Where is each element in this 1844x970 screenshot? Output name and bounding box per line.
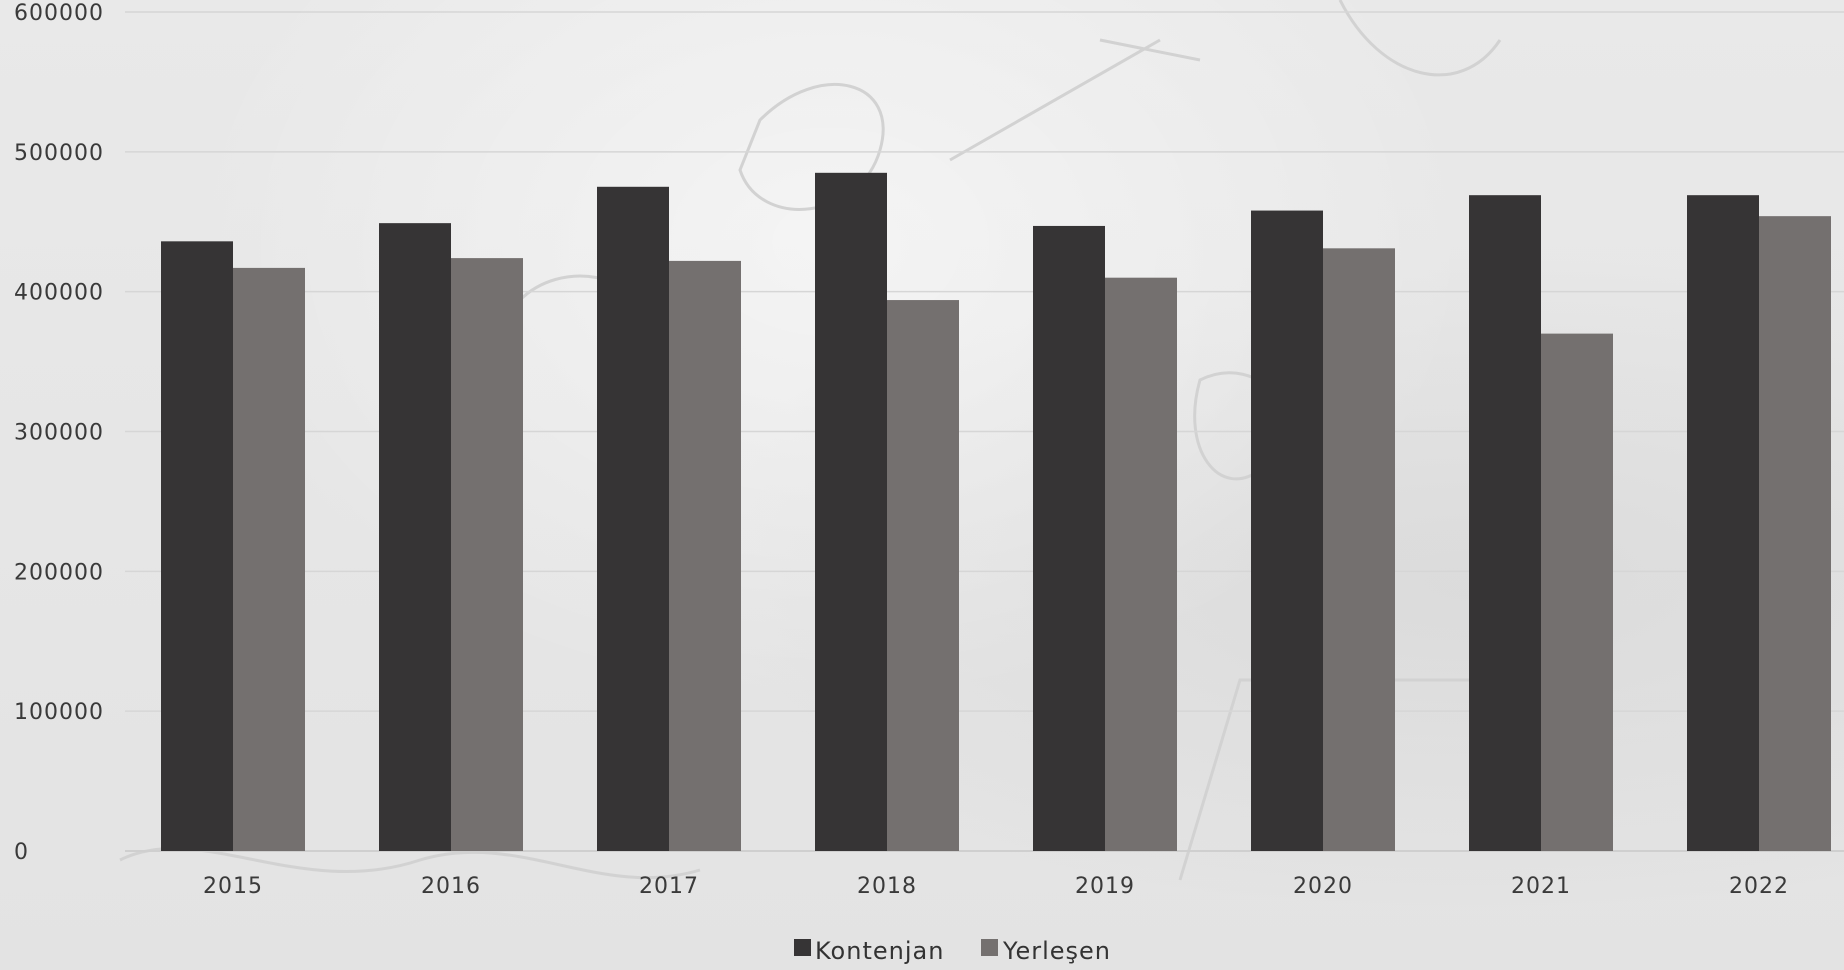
bar-kontenjan-2020: [1251, 210, 1323, 851]
bar-yerle-en-2020: [1323, 248, 1395, 851]
x-tick-label: 2019: [1075, 874, 1135, 899]
bar-yerle-en-2018: [887, 300, 959, 852]
x-tick-label: 2015: [203, 874, 263, 899]
x-tick-label: 2021: [1511, 874, 1571, 899]
bar-yerle-en-2017: [669, 260, 741, 851]
bar-yerle-en-2015: [233, 267, 305, 851]
legend-swatch: [794, 939, 811, 956]
bar-kontenjan-2015: [161, 241, 233, 851]
y-axis-tick-labels: 0 100000 200000 300000 400000 500000 600000: [14, 1, 104, 865]
legend-label: Yerleşen: [1002, 937, 1111, 965]
x-axis-tick-labels: 2015 2016 2017 2018 2019 2020 2021 2022: [203, 874, 1789, 899]
bars: [161, 172, 1831, 852]
y-tick-label: 400000: [14, 281, 104, 306]
legend-swatch: [981, 939, 998, 956]
x-tick-label: 2018: [857, 874, 917, 899]
bar-yerle-en-2016: [451, 258, 523, 851]
y-tick-label: 600000: [14, 1, 104, 26]
bar-yerle-en-2021: [1541, 333, 1613, 851]
y-tick-label: 500000: [14, 141, 104, 166]
x-tick-label: 2017: [639, 874, 699, 899]
y-tick-label: 300000: [14, 421, 104, 446]
bar-yerle-en-2019: [1105, 277, 1177, 851]
bar-kontenjan-2019: [1033, 225, 1105, 851]
bar-kontenjan-2017: [597, 186, 669, 851]
bar-kontenjan-2021: [1469, 195, 1541, 852]
y-tick-label: 100000: [14, 700, 104, 725]
bar-kontenjan-2018: [815, 172, 887, 851]
bar-kontenjan-2022: [1687, 195, 1759, 852]
x-tick-label: 2020: [1293, 874, 1353, 899]
y-tick-label: 200000: [14, 560, 104, 585]
x-tick-label: 2022: [1729, 874, 1789, 899]
x-tick-label: 2016: [421, 874, 481, 899]
legend: Kontenjan Yerleşen: [794, 937, 1111, 965]
bar-kontenjan-2016: [379, 223, 451, 852]
bar-yerle-en-2022: [1759, 216, 1831, 851]
legend-label: Kontenjan: [815, 937, 944, 965]
y-tick-label: 0: [14, 840, 29, 865]
